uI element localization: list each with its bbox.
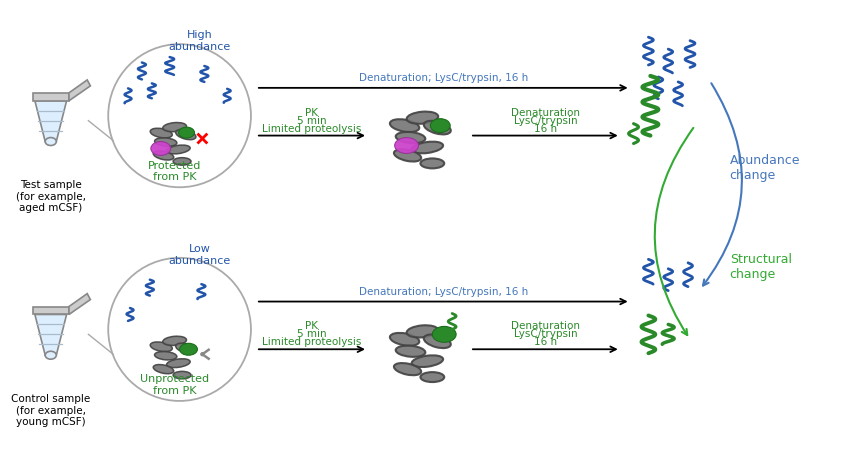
Polygon shape (35, 101, 66, 142)
Polygon shape (32, 93, 69, 101)
Ellipse shape (155, 138, 177, 146)
Text: Control sample
(for example,
young mCSF): Control sample (for example, young mCSF) (11, 394, 90, 427)
Ellipse shape (390, 119, 419, 132)
Ellipse shape (411, 356, 443, 367)
Ellipse shape (153, 365, 173, 374)
Text: 5 min: 5 min (298, 329, 326, 339)
Ellipse shape (178, 127, 195, 138)
Ellipse shape (424, 335, 450, 348)
Ellipse shape (167, 359, 190, 367)
Ellipse shape (163, 122, 186, 132)
Ellipse shape (173, 158, 191, 165)
Text: Low
abundance: Low abundance (168, 244, 230, 266)
Ellipse shape (394, 363, 421, 375)
Text: 5 min: 5 min (298, 116, 326, 126)
Ellipse shape (167, 145, 190, 154)
Ellipse shape (421, 372, 445, 382)
Ellipse shape (176, 129, 196, 140)
Text: Abundance
change: Abundance change (729, 154, 800, 182)
Text: Protected
from PK: Protected from PK (148, 161, 201, 182)
Text: Structural
change: Structural change (729, 253, 791, 281)
Ellipse shape (396, 345, 425, 357)
Text: PK: PK (305, 321, 319, 331)
Ellipse shape (421, 159, 445, 168)
Polygon shape (69, 80, 90, 101)
Text: Denaturation; LysC/trypsin, 16 h: Denaturation; LysC/trypsin, 16 h (359, 73, 528, 83)
Ellipse shape (179, 343, 197, 355)
Text: LysC/trypsin: LysC/trypsin (513, 329, 577, 339)
Ellipse shape (411, 142, 443, 154)
Ellipse shape (155, 351, 177, 360)
Ellipse shape (150, 142, 171, 155)
Text: Limited proteolysis: Limited proteolysis (262, 337, 361, 347)
Ellipse shape (153, 151, 173, 160)
Text: Denaturation; LysC/trypsin, 16 h: Denaturation; LysC/trypsin, 16 h (359, 287, 528, 297)
Polygon shape (69, 293, 90, 314)
Ellipse shape (150, 342, 173, 351)
Text: PK: PK (305, 108, 319, 118)
Ellipse shape (406, 325, 439, 337)
Ellipse shape (406, 112, 439, 124)
Text: High
abundance: High abundance (168, 31, 230, 52)
Text: LysC/trypsin: LysC/trypsin (513, 116, 577, 126)
Text: 16 h: 16 h (534, 337, 557, 347)
Text: Limited proteolysis: Limited proteolysis (262, 123, 361, 133)
Ellipse shape (173, 372, 191, 379)
Ellipse shape (390, 333, 419, 346)
Ellipse shape (45, 138, 56, 145)
Ellipse shape (45, 351, 56, 359)
Text: Unprotected
from PK: Unprotected from PK (140, 374, 209, 396)
Ellipse shape (430, 119, 451, 133)
Ellipse shape (424, 121, 450, 134)
Text: Denaturation: Denaturation (511, 321, 580, 331)
Ellipse shape (433, 326, 456, 342)
Polygon shape (32, 307, 69, 314)
Ellipse shape (150, 128, 173, 138)
Circle shape (201, 353, 204, 356)
Text: 16 h: 16 h (534, 123, 557, 133)
Ellipse shape (176, 343, 196, 353)
Ellipse shape (394, 149, 421, 161)
Polygon shape (35, 314, 66, 355)
Ellipse shape (394, 138, 418, 154)
Ellipse shape (163, 336, 186, 345)
Ellipse shape (396, 132, 425, 143)
Text: Test sample
(for example,
aged mCSF): Test sample (for example, aged mCSF) (16, 181, 86, 213)
Text: Denaturation: Denaturation (511, 108, 580, 118)
